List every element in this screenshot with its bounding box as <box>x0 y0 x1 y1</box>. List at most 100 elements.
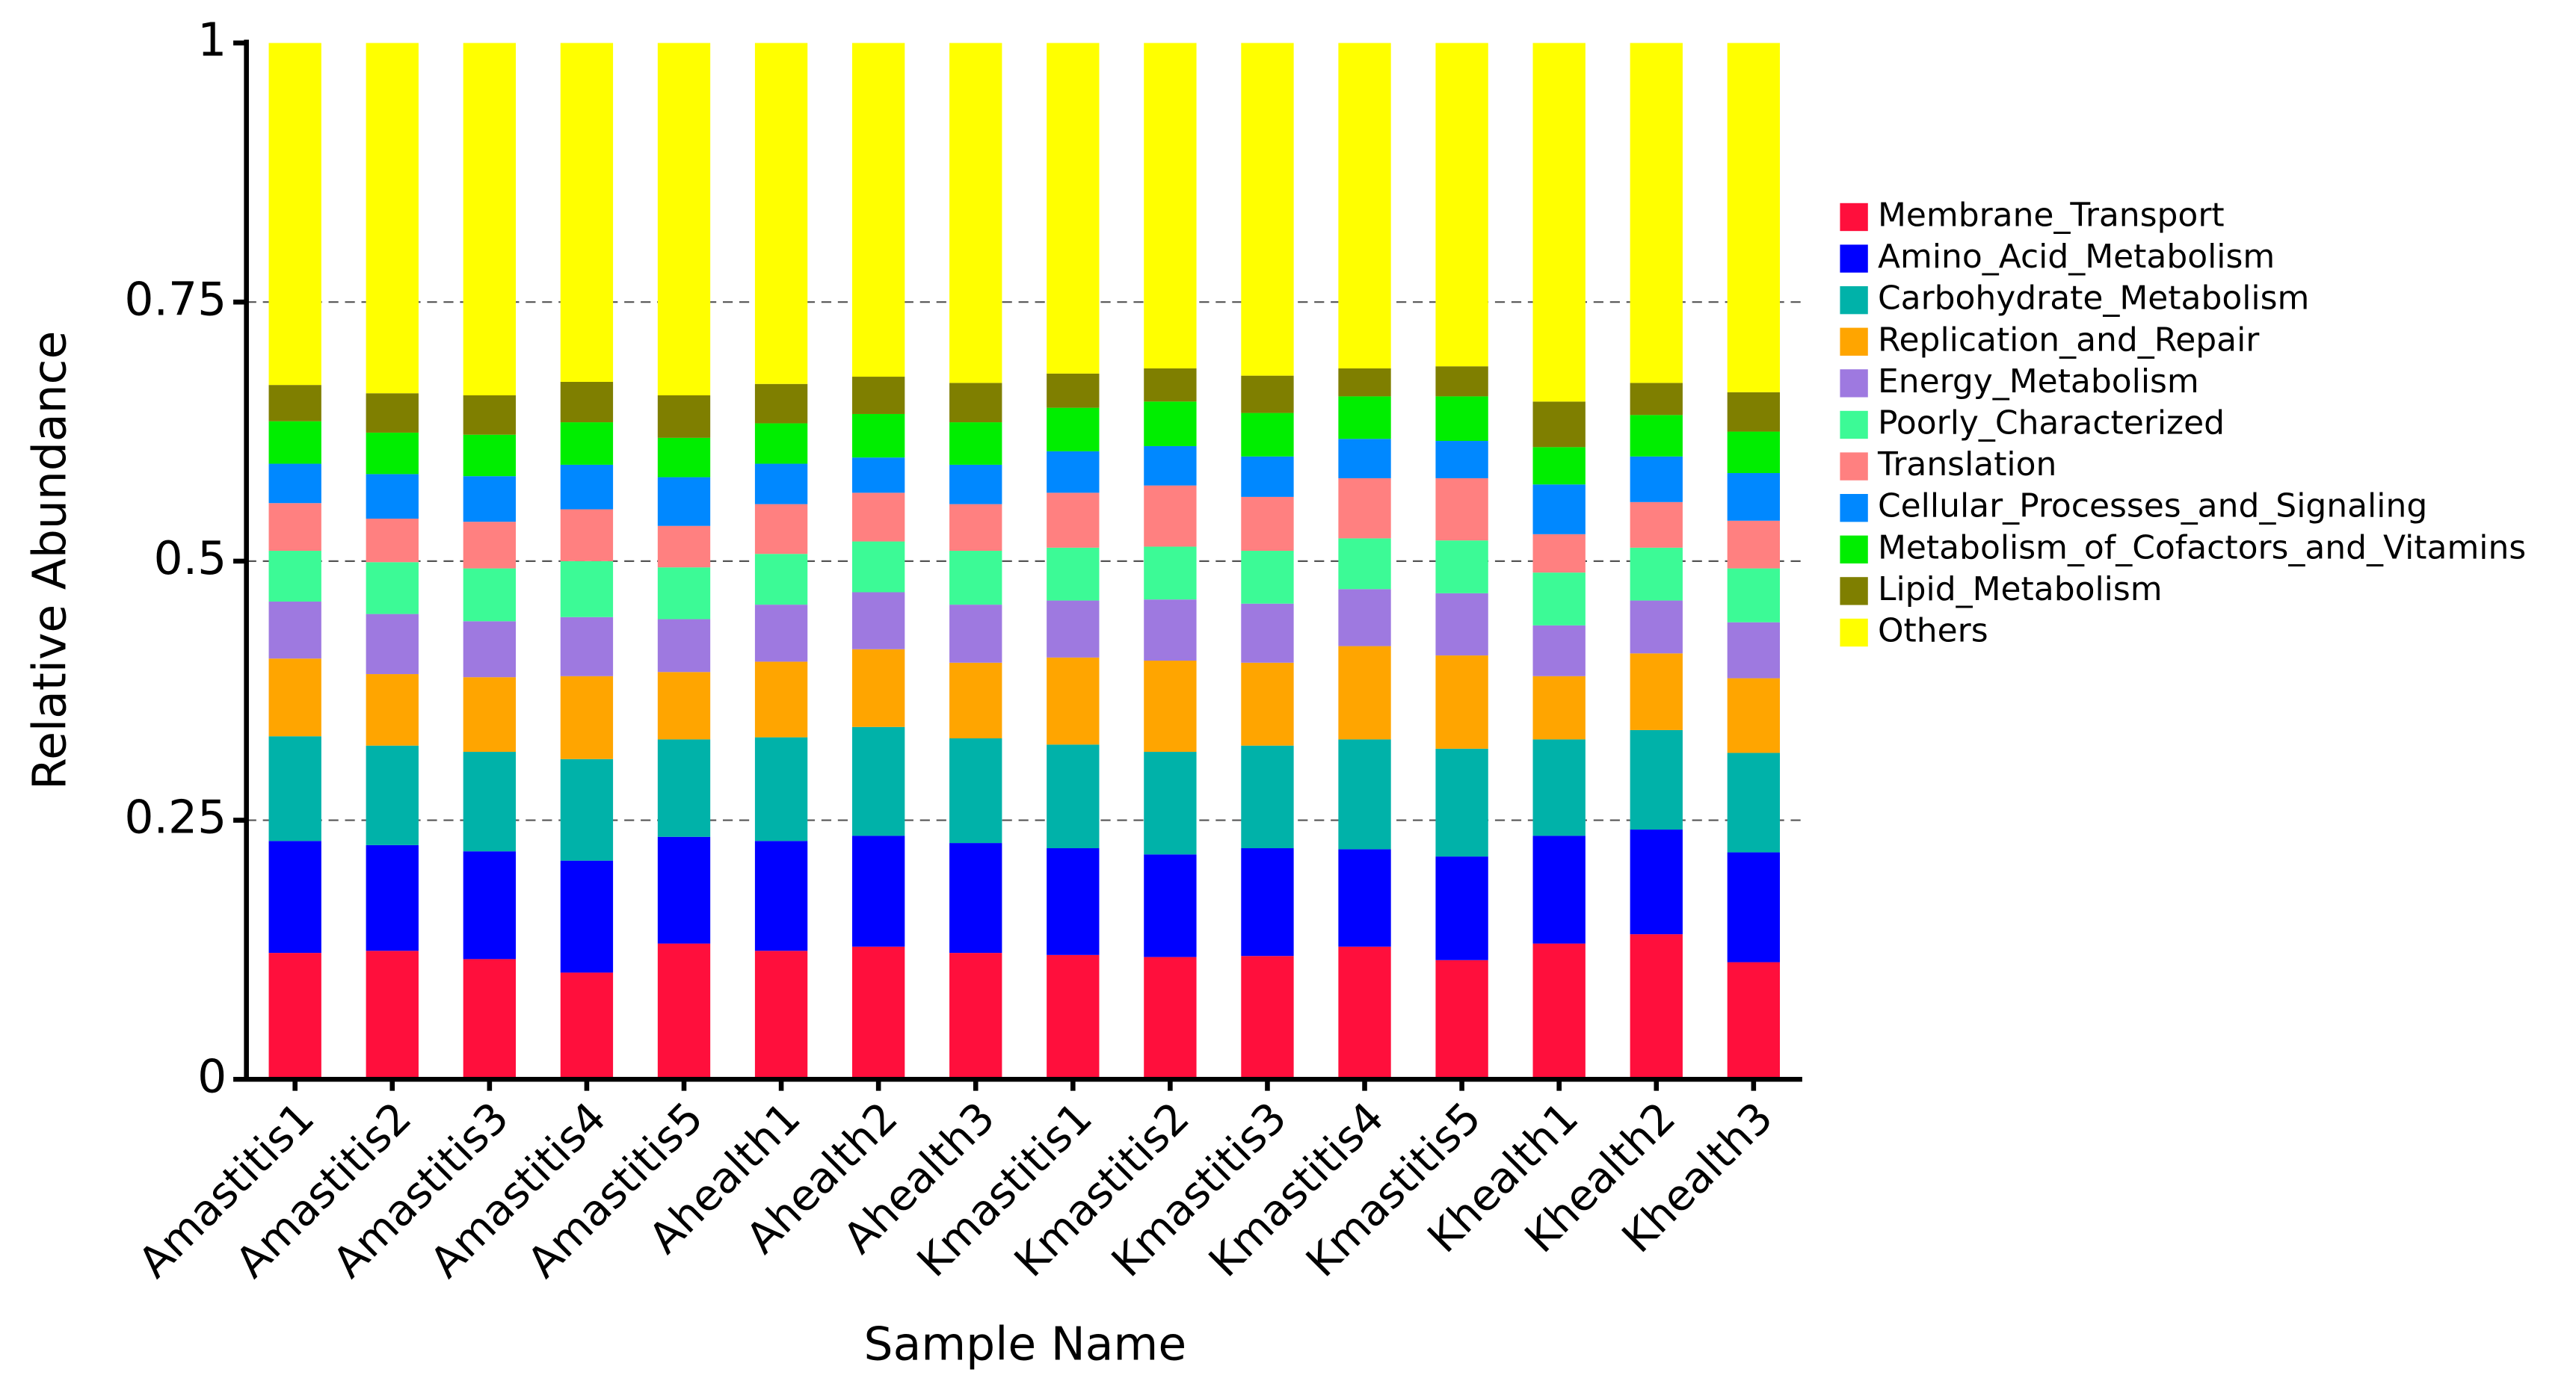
bar-segment <box>366 519 419 563</box>
bar-segment <box>1047 43 1100 374</box>
bar-segment <box>268 736 321 841</box>
bar-segment <box>1532 943 1586 1080</box>
bar-segment <box>949 662 1002 739</box>
bar-segment <box>949 43 1002 383</box>
y-axis-title: Relative Abundance <box>22 331 76 790</box>
legend-label: Poorly_Characterized <box>1878 404 2225 442</box>
bar-segment <box>1630 415 1683 457</box>
legend-swatch <box>1840 369 1868 398</box>
y-tick-label: 0.25 <box>124 791 227 844</box>
bar-segment <box>851 835 905 947</box>
bar-segment <box>268 43 321 386</box>
bar-segment <box>754 463 808 504</box>
y-tick-label: 0.5 <box>153 531 227 585</box>
bar-segment <box>1630 653 1683 730</box>
bar-segment <box>1532 484 1586 534</box>
bar-segment <box>560 617 614 676</box>
bar-segment <box>851 457 905 493</box>
bar-segment <box>851 649 905 727</box>
legend-swatch <box>1840 203 1868 232</box>
bar-segment <box>1144 368 1197 402</box>
bar-segment <box>1630 547 1683 601</box>
bar-segment <box>1338 946 1391 1080</box>
legend-label: Membrane_Transport <box>1878 196 2225 234</box>
bar-segment <box>463 752 517 852</box>
bar-segment <box>1630 934 1683 1080</box>
bar-segment <box>560 676 614 759</box>
legend-swatch <box>1840 494 1868 522</box>
legend-label: Others <box>1878 611 1988 649</box>
bar-segment <box>366 562 419 614</box>
bar-segment <box>463 568 517 622</box>
bar-segment <box>1241 662 1294 746</box>
legend-swatch <box>1840 285 1868 315</box>
bar-segment <box>463 522 517 569</box>
bar-segment <box>754 554 808 605</box>
bar-segment <box>851 413 905 458</box>
bar-segment <box>1241 456 1294 497</box>
bar-segment <box>949 504 1002 552</box>
bar-segment <box>1338 646 1391 740</box>
bar-segment <box>1144 957 1197 1080</box>
bar-segment <box>1338 368 1391 397</box>
bar-segment <box>1727 520 1781 569</box>
bar-segment <box>1338 589 1391 646</box>
bar-segment <box>1144 401 1197 446</box>
bar-segment <box>560 381 614 423</box>
legend-swatch <box>1840 327 1868 356</box>
bar-segment <box>268 463 321 504</box>
bar-segment <box>949 383 1002 423</box>
bar-segment <box>949 953 1002 1080</box>
bar-segment <box>1241 956 1294 1080</box>
legend-label: Energy_Metabolism <box>1878 362 2199 401</box>
bar-segment <box>657 437 711 478</box>
bar-segment <box>1630 729 1683 830</box>
bar-segment <box>463 476 517 522</box>
bar-segment <box>268 551 321 602</box>
bar-segment <box>1727 962 1781 1080</box>
bar-segment <box>754 661 808 738</box>
bar-segment <box>268 385 321 421</box>
bar-segment <box>1047 373 1100 408</box>
bar-segment <box>1047 492 1100 548</box>
bar-segment <box>657 525 711 568</box>
bar-segment <box>657 672 711 740</box>
bar-segment <box>657 477 711 526</box>
bar-segment <box>1338 439 1391 478</box>
bar-segment <box>560 422 614 465</box>
bar-segment <box>1047 407 1100 451</box>
bar-segment <box>463 959 517 1080</box>
bar-segment <box>268 658 321 737</box>
bar-segment <box>657 836 711 944</box>
bar-segment <box>949 551 1002 605</box>
bar-segment <box>657 567 711 620</box>
legend-swatch <box>1840 410 1868 439</box>
bar-segment <box>366 432 419 475</box>
bar-segment <box>949 843 1002 954</box>
bar-segment <box>1047 451 1100 493</box>
bar-segment <box>463 395 517 435</box>
legend-label: Amino_Acid_Metabolism <box>1878 238 2275 276</box>
bar-segment <box>1435 366 1488 397</box>
legend-swatch <box>1840 452 1868 481</box>
bar-segment <box>1727 753 1781 853</box>
bar-segment <box>1435 856 1488 960</box>
bar-segment <box>851 492 905 542</box>
bar-segment <box>1532 676 1586 740</box>
bar-segment <box>1144 43 1197 368</box>
y-tick-label: 0.75 <box>124 272 227 326</box>
bar-segment <box>1047 744 1100 849</box>
bar-segment <box>754 504 808 555</box>
bar-segment <box>1144 661 1197 753</box>
legend-swatch <box>1840 244 1868 273</box>
bar-segment <box>657 943 711 1080</box>
bar-segment <box>560 464 614 510</box>
bar-segment <box>1241 43 1294 376</box>
bar-segment <box>463 851 517 960</box>
bar-segment <box>1727 622 1781 679</box>
bar-segment <box>268 601 321 659</box>
legend-swatch <box>1840 618 1868 647</box>
bar-segment <box>851 377 905 414</box>
bar-segment <box>1532 401 1586 448</box>
